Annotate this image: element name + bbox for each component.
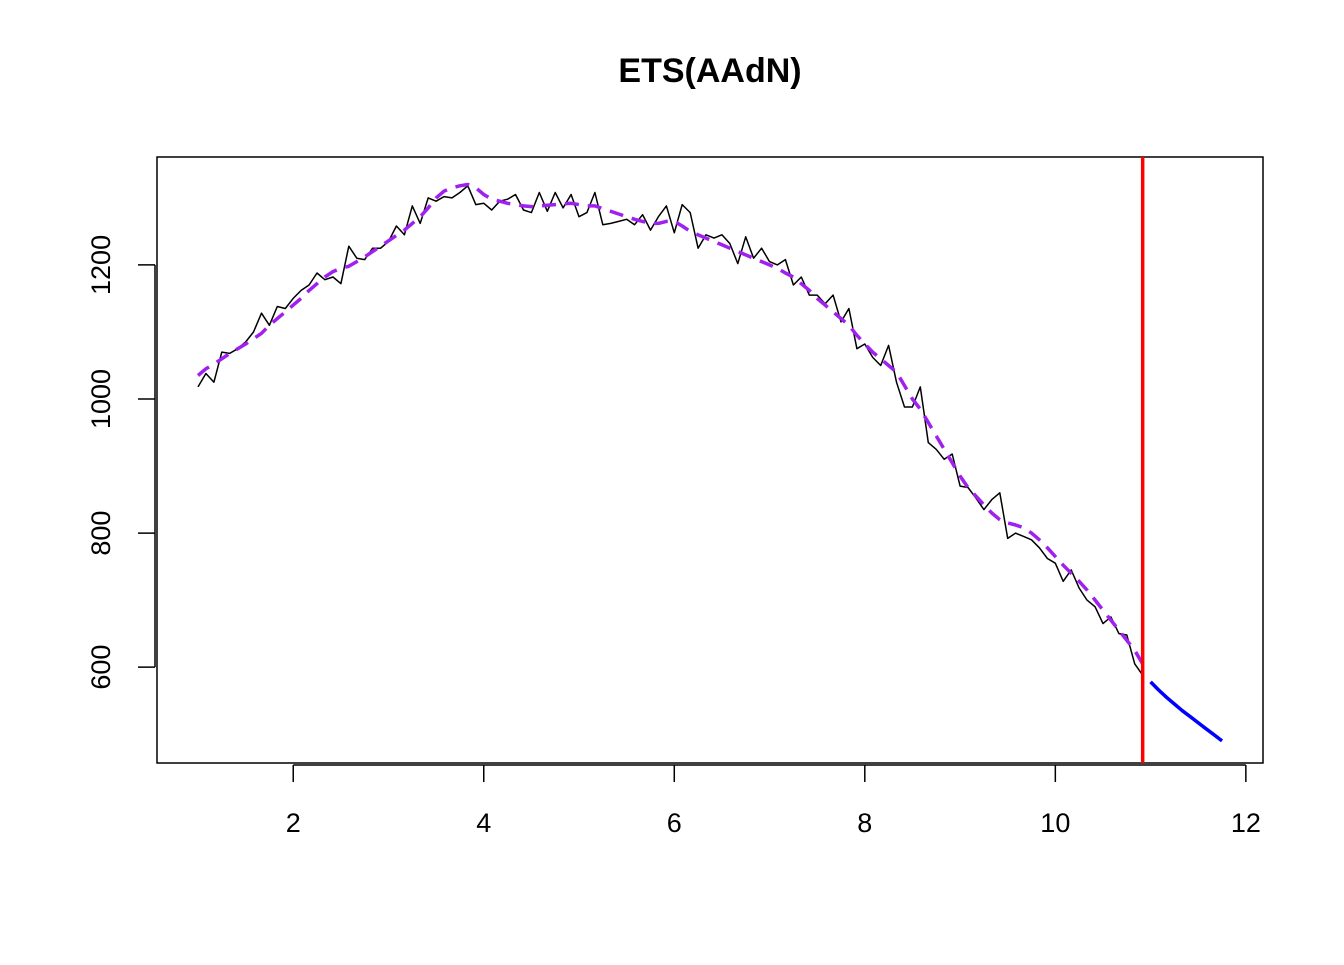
y-tick-label: 600 [86, 645, 116, 690]
series-line [197, 185, 1144, 676]
series-line [1149, 680, 1224, 743]
y-tick-label: 1200 [86, 235, 116, 295]
x-tick-label: 4 [476, 808, 491, 838]
x-tick-label: 12 [1231, 808, 1261, 838]
y-tick-label: 1000 [86, 369, 116, 429]
x-tick-label: 6 [667, 808, 682, 838]
series-line [196, 182, 1145, 665]
x-tick-label: 8 [857, 808, 872, 838]
x-tick-label: 2 [286, 808, 301, 838]
chart-title: ETS(AAdN) [618, 52, 801, 90]
x-tick-label: 10 [1040, 808, 1070, 838]
plot-box [156, 156, 1264, 764]
y-tick-label: 800 [86, 511, 116, 556]
